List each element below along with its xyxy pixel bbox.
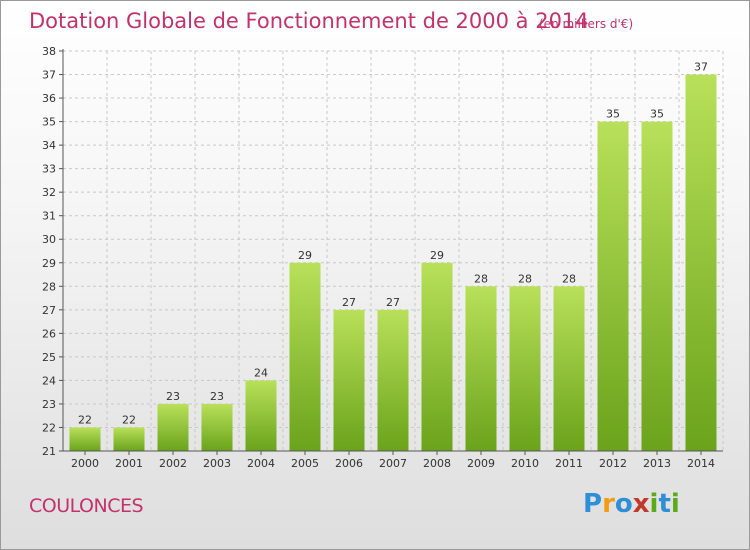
bar-value-label: 29 bbox=[298, 249, 312, 262]
bar bbox=[289, 262, 321, 451]
y-tick-label: 21 bbox=[42, 445, 56, 458]
x-tick-label: 2008 bbox=[423, 457, 451, 470]
bar bbox=[553, 286, 585, 451]
x-tick-label: 2000 bbox=[71, 457, 99, 470]
y-tick-label: 29 bbox=[42, 257, 56, 270]
y-tick-label: 36 bbox=[42, 92, 56, 105]
y-tick-label: 23 bbox=[42, 398, 56, 411]
bar-value-label: 35 bbox=[606, 108, 620, 121]
x-tick-label: 2010 bbox=[511, 457, 539, 470]
bar-value-label: 22 bbox=[78, 413, 92, 426]
logo-letter: P bbox=[583, 489, 603, 519]
y-tick-label: 35 bbox=[42, 116, 56, 129]
bar-value-label: 28 bbox=[518, 272, 532, 285]
commune-name: COULONCES bbox=[29, 495, 144, 517]
bar-value-label: 35 bbox=[650, 108, 664, 121]
bar bbox=[201, 403, 233, 451]
bars-layer: 22 22 23 23 24 29 27 27 29 28 28 28 35 35 37 bbox=[69, 61, 717, 452]
y-tick-label: 37 bbox=[42, 69, 56, 82]
x-tick-label: 2011 bbox=[555, 457, 583, 470]
bar bbox=[465, 286, 497, 451]
bar bbox=[597, 121, 629, 452]
y-tick-label: 24 bbox=[42, 374, 56, 387]
chart-title: Dotation Globale de Fonctionnement de 20… bbox=[29, 9, 589, 33]
logo-letter: o bbox=[614, 489, 633, 519]
x-tick-label: 2009 bbox=[467, 457, 495, 470]
bar-value-label: 27 bbox=[386, 296, 400, 309]
y-tick-label: 31 bbox=[42, 210, 56, 223]
chart-subtitle: (en milliers d'€) bbox=[539, 17, 634, 31]
logo-letter: i bbox=[670, 489, 680, 519]
axis-layer: 21 22 23 24 25 26 27 28 29 30 31 32 33 34 35 36 37 38 2000… bbox=[42, 45, 723, 470]
bar-value-label: 23 bbox=[166, 390, 180, 403]
proxiti-logo[interactable]: Proxiti bbox=[583, 489, 680, 519]
y-tick-label: 32 bbox=[42, 186, 56, 199]
y-tick-label: 30 bbox=[42, 233, 56, 246]
x-tick-label: 2002 bbox=[159, 457, 187, 470]
bar bbox=[245, 380, 277, 451]
y-tick-label: 28 bbox=[42, 280, 56, 293]
x-tick-label: 2013 bbox=[643, 457, 671, 470]
bar-value-label: 29 bbox=[430, 249, 444, 262]
y-tick-label: 38 bbox=[42, 45, 56, 58]
y-tick-label: 25 bbox=[42, 351, 56, 364]
bar bbox=[157, 403, 189, 451]
bar bbox=[421, 262, 453, 451]
x-tick-label: 2003 bbox=[203, 457, 231, 470]
x-tick-label: 2001 bbox=[115, 457, 143, 470]
x-tick-label: 2007 bbox=[379, 457, 407, 470]
x-tick-label: 2005 bbox=[291, 457, 319, 470]
x-tick-label: 2014 bbox=[687, 457, 715, 470]
x-tick-label: 2012 bbox=[599, 457, 627, 470]
bar-value-label: 28 bbox=[562, 272, 576, 285]
y-tick-label: 27 bbox=[42, 304, 56, 317]
bar-value-label: 37 bbox=[694, 61, 708, 74]
logo-letter: t bbox=[658, 489, 671, 519]
bar bbox=[509, 286, 541, 451]
bar-value-label: 23 bbox=[210, 390, 224, 403]
y-tick-label: 22 bbox=[42, 421, 56, 434]
bar bbox=[333, 309, 365, 451]
bar-value-label: 27 bbox=[342, 296, 356, 309]
bar-value-label: 24 bbox=[254, 366, 268, 379]
y-tick-label: 34 bbox=[42, 139, 56, 152]
y-tick-label: 26 bbox=[42, 327, 56, 340]
bar bbox=[69, 427, 101, 451]
bar bbox=[685, 74, 717, 451]
bar-value-label: 28 bbox=[474, 272, 488, 285]
logo-letter: i bbox=[649, 489, 659, 519]
logo-letter: x bbox=[632, 489, 650, 519]
logo-letter: r bbox=[602, 489, 615, 519]
x-tick-label: 2004 bbox=[247, 457, 275, 470]
bar bbox=[641, 121, 673, 452]
bar bbox=[377, 309, 409, 451]
bar-value-label: 22 bbox=[122, 413, 136, 426]
x-tick-label: 2006 bbox=[335, 457, 363, 470]
y-tick-label: 33 bbox=[42, 163, 56, 176]
bar bbox=[113, 427, 145, 451]
